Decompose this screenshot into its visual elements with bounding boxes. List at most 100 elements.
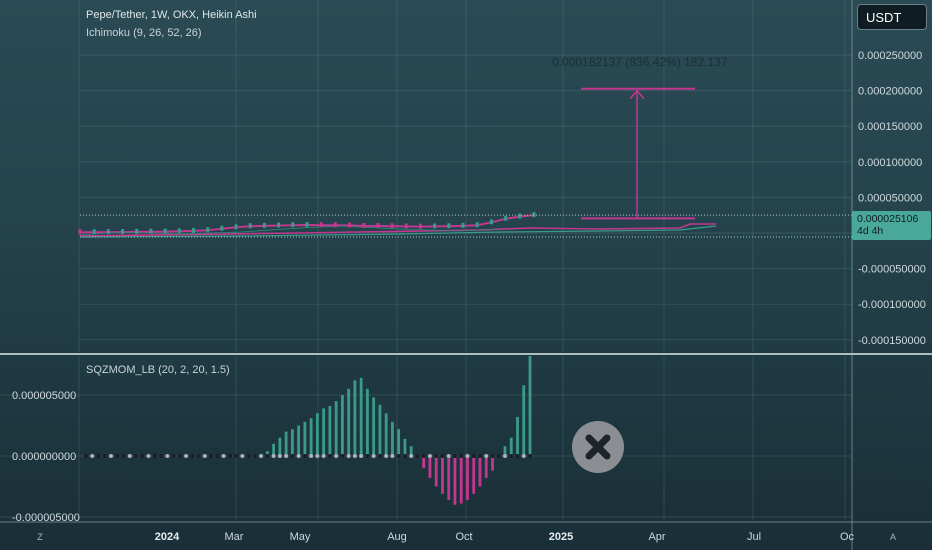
x-tick-label: 2025	[549, 531, 573, 543]
squeeze-dot	[440, 454, 445, 458]
squeeze-dot	[477, 454, 482, 458]
squeeze-dot	[146, 454, 151, 458]
momentum-bar	[528, 355, 532, 456]
symbol-title: Pepe/Tether, 1W, OKX, Heikin Ashi	[86, 9, 257, 21]
candle	[489, 219, 493, 225]
squeeze-dot	[402, 454, 407, 458]
momentum-bar	[391, 421, 394, 456]
auto-scale-button[interactable]: A	[889, 532, 896, 542]
ichimoku-span-a	[79, 223, 716, 237]
y-tick-label: 0.000100000	[858, 157, 922, 169]
squeeze-dot	[409, 454, 414, 458]
momentum-bar	[384, 413, 388, 456]
ichimoku-label[interactable]: Ichimoku (9, 26, 52, 26)	[86, 27, 202, 39]
squeeze-dot	[452, 454, 457, 458]
squeeze-dot	[227, 454, 232, 458]
currency-button[interactable]: USDT	[857, 4, 927, 30]
candle	[333, 222, 337, 228]
momentum-bar	[328, 405, 332, 456]
momentum-bar	[284, 431, 288, 456]
squeeze-dot	[352, 454, 357, 458]
y-tick-label: 0.000200000	[858, 86, 922, 98]
osc-y-tick-label: 0.000000000	[12, 451, 76, 463]
momentum-bar	[428, 456, 432, 478]
candle	[376, 223, 380, 229]
ichimoku-span-b	[79, 225, 717, 238]
x-tick-label: Aug	[387, 531, 407, 543]
momentum-bar	[503, 446, 507, 456]
momentum-bar	[272, 443, 276, 456]
squeeze-dot	[396, 454, 401, 458]
momentum-bar	[340, 395, 344, 456]
candle	[447, 223, 451, 229]
squeeze-dot	[340, 454, 345, 458]
momentum-bar	[509, 437, 513, 456]
x-tick-label: May	[290, 531, 311, 543]
squeeze-dot	[134, 454, 139, 458]
momentum-bar	[522, 385, 526, 456]
candle	[291, 222, 295, 228]
candle	[220, 225, 224, 231]
momentum-bar	[322, 408, 326, 456]
squeeze-dot	[484, 454, 489, 458]
candle	[305, 222, 309, 228]
squeeze-dot	[171, 454, 176, 458]
close-button[interactable]	[572, 421, 624, 473]
squeeze-dot	[184, 454, 189, 458]
squeeze-dot	[334, 454, 339, 458]
momentum-bar	[466, 456, 469, 500]
squeeze-dot	[496, 454, 501, 458]
current-price-tag: 0.000025106 4d 4h	[852, 211, 931, 240]
squeeze-dot	[415, 454, 420, 458]
squeeze-dot	[509, 454, 514, 458]
momentum-bar	[459, 456, 463, 504]
squeeze-dot	[277, 454, 282, 458]
momentum-bar	[297, 425, 301, 456]
squeeze-dot	[202, 454, 207, 458]
squeeze-dot	[365, 454, 370, 458]
candle	[404, 223, 408, 229]
squeeze-dot	[502, 454, 507, 458]
squeeze-dot	[459, 454, 464, 458]
momentum-bar	[334, 401, 338, 456]
squeeze-dot	[196, 454, 201, 458]
momentum-bar	[409, 446, 413, 456]
candle	[135, 228, 139, 234]
sqzmom-label[interactable]: SQZMOM_LB (20, 2, 20, 1.5)	[86, 364, 230, 376]
squeeze-dot	[127, 454, 132, 458]
momentum-bar	[484, 456, 488, 478]
x-tick-label: Oct	[455, 531, 472, 543]
squeeze-dot	[528, 454, 532, 458]
momentum-bar	[397, 429, 401, 456]
squeeze-dot	[215, 454, 220, 458]
candle	[163, 228, 167, 234]
timezone-button[interactable]: Z	[37, 532, 43, 542]
momentum-bar	[378, 404, 382, 456]
candle	[504, 215, 508, 221]
squeeze-dot	[96, 454, 101, 458]
x-tick-label: Oc	[840, 531, 855, 543]
squeeze-dot	[359, 454, 364, 458]
x-tick-label: Apr	[648, 531, 665, 543]
candle	[92, 229, 96, 235]
x-tick-label: Jul	[747, 531, 761, 543]
squeeze-dot	[309, 454, 314, 458]
candle	[149, 228, 153, 234]
momentum-bar	[403, 438, 407, 456]
momentum-bar	[491, 456, 494, 471]
momentum-bar	[441, 456, 444, 494]
momentum-bar	[447, 456, 451, 500]
squeeze-dot	[90, 454, 95, 458]
y-tick-label: 0.000250000	[858, 50, 922, 62]
candle	[234, 224, 238, 230]
candle	[248, 223, 252, 229]
squeeze-dot	[246, 454, 251, 458]
squeeze-dot	[371, 454, 376, 458]
squeeze-dot	[490, 454, 495, 458]
squeeze-dot	[265, 454, 270, 458]
squeeze-dot	[390, 454, 395, 458]
candle	[348, 222, 352, 228]
candle	[518, 213, 522, 219]
candle	[206, 227, 210, 233]
